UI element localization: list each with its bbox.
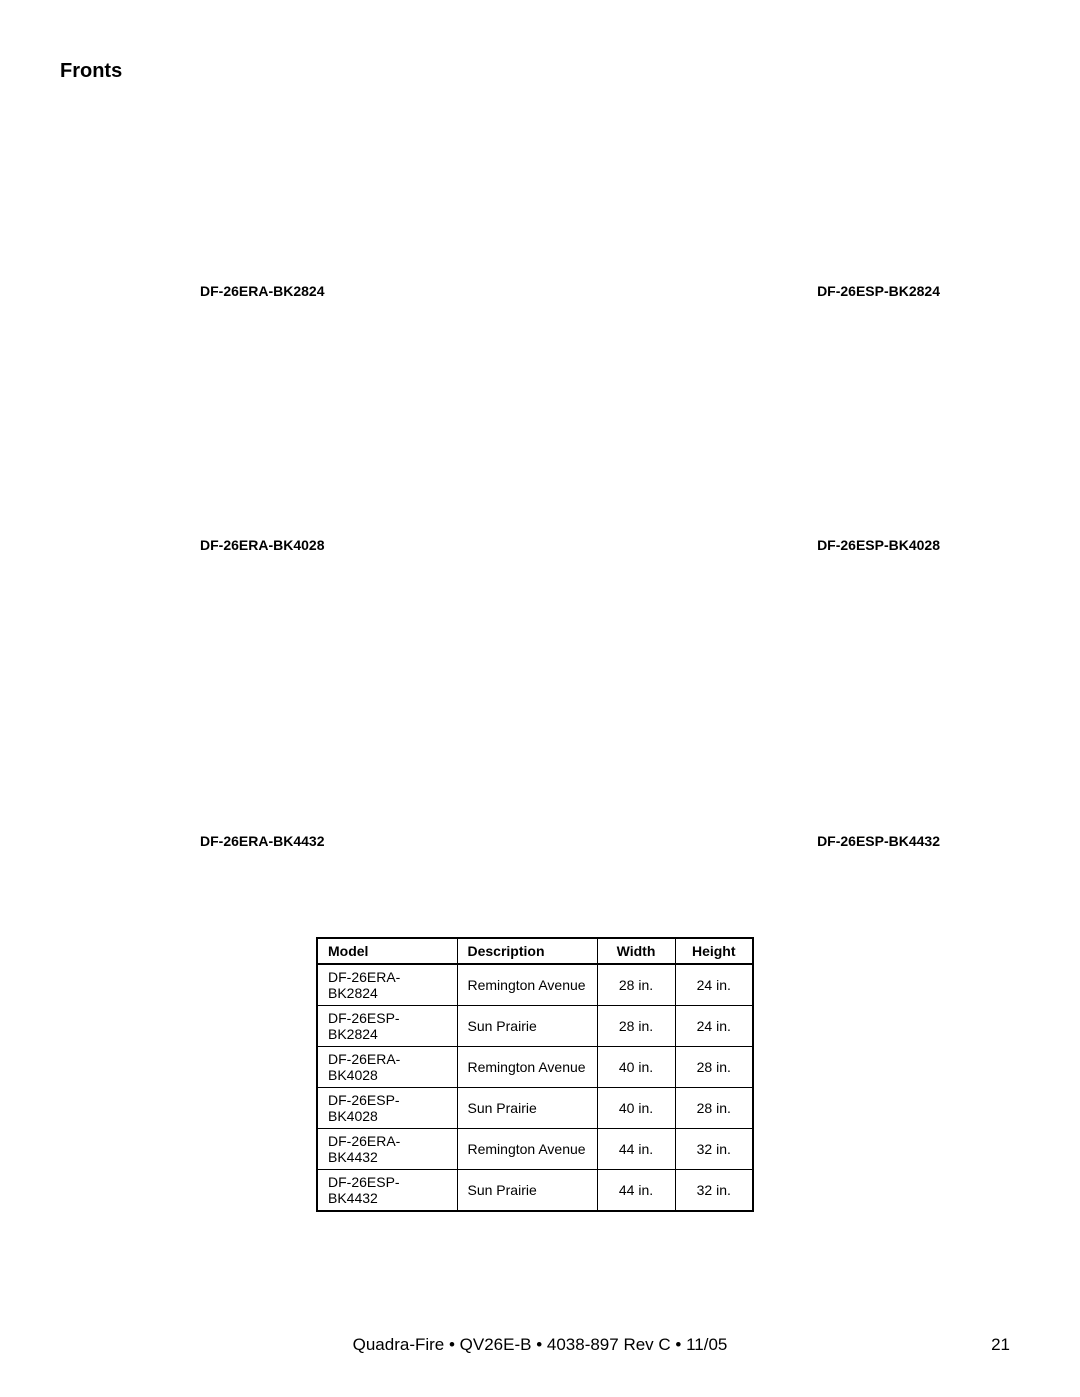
table-row: DF-26ERA-BK4432 Remington Avenue 44 in. … [317, 1129, 753, 1170]
footer-text: Quadra-Fire • QV26E-B • 4038-897 Rev C •… [0, 1335, 1080, 1355]
table-body: DF-26ERA-BK2824 Remington Avenue 28 in. … [317, 964, 753, 1211]
section-title: Fronts [60, 60, 1010, 83]
label-row-3: DF-26ERA-BK4432 DF-26ESP-BK4432 [200, 833, 940, 849]
td-description: Sun Prairie [457, 1088, 597, 1129]
td-width: 44 in. [597, 1170, 675, 1212]
td-model: DF-26ERA-BK4432 [317, 1129, 457, 1170]
product-label: DF-26ESP-BK2824 [817, 283, 940, 299]
th-width: Width [597, 938, 675, 964]
td-description: Remington Avenue [457, 964, 597, 1006]
table-row: DF-26ESP-BK4432 Sun Prairie 44 in. 32 in… [317, 1170, 753, 1212]
td-height: 28 in. [675, 1088, 753, 1129]
td-width: 44 in. [597, 1129, 675, 1170]
product-label: DF-26ERA-BK4432 [200, 833, 324, 849]
table-row: DF-26ERA-BK4028 Remington Avenue 40 in. … [317, 1047, 753, 1088]
specs-table: Model Description Width Height DF-26ERA-… [316, 937, 754, 1212]
table-row: DF-26ERA-BK2824 Remington Avenue 28 in. … [317, 964, 753, 1006]
td-model: DF-26ESP-BK4028 [317, 1088, 457, 1129]
product-labels-grid: DF-26ERA-BK2824 DF-26ESP-BK2824 DF-26ERA… [200, 283, 940, 849]
table-row: DF-26ESP-BK4028 Sun Prairie 40 in. 28 in… [317, 1088, 753, 1129]
td-model: DF-26ERA-BK4028 [317, 1047, 457, 1088]
product-label: DF-26ESP-BK4432 [817, 833, 940, 849]
product-label: DF-26ERA-BK4028 [200, 537, 324, 553]
page-number: 21 [991, 1335, 1010, 1355]
th-height: Height [675, 938, 753, 964]
td-height: 24 in. [675, 964, 753, 1006]
td-width: 40 in. [597, 1047, 675, 1088]
td-description: Sun Prairie [457, 1170, 597, 1212]
td-model: DF-26ESP-BK4432 [317, 1170, 457, 1212]
td-height: 28 in. [675, 1047, 753, 1088]
label-row-2: DF-26ERA-BK4028 DF-26ESP-BK4028 [200, 537, 940, 553]
td-width: 28 in. [597, 1006, 675, 1047]
specs-table-wrap: Model Description Width Height DF-26ERA-… [60, 937, 1010, 1212]
td-width: 28 in. [597, 964, 675, 1006]
label-row-1: DF-26ERA-BK2824 DF-26ESP-BK2824 [200, 283, 940, 299]
td-description: Remington Avenue [457, 1047, 597, 1088]
th-description: Description [457, 938, 597, 964]
product-label: DF-26ESP-BK4028 [817, 537, 940, 553]
td-model: DF-26ESP-BK2824 [317, 1006, 457, 1047]
td-description: Sun Prairie [457, 1006, 597, 1047]
td-height: 32 in. [675, 1129, 753, 1170]
td-description: Remington Avenue [457, 1129, 597, 1170]
table-header-row: Model Description Width Height [317, 938, 753, 964]
td-width: 40 in. [597, 1088, 675, 1129]
product-label: DF-26ERA-BK2824 [200, 283, 324, 299]
table-row: DF-26ESP-BK2824 Sun Prairie 28 in. 24 in… [317, 1006, 753, 1047]
td-model: DF-26ERA-BK2824 [317, 964, 457, 1006]
td-height: 24 in. [675, 1006, 753, 1047]
th-model: Model [317, 938, 457, 964]
td-height: 32 in. [675, 1170, 753, 1212]
document-page: Fronts DF-26ERA-BK2824 DF-26ESP-BK2824 D… [0, 0, 1080, 1397]
